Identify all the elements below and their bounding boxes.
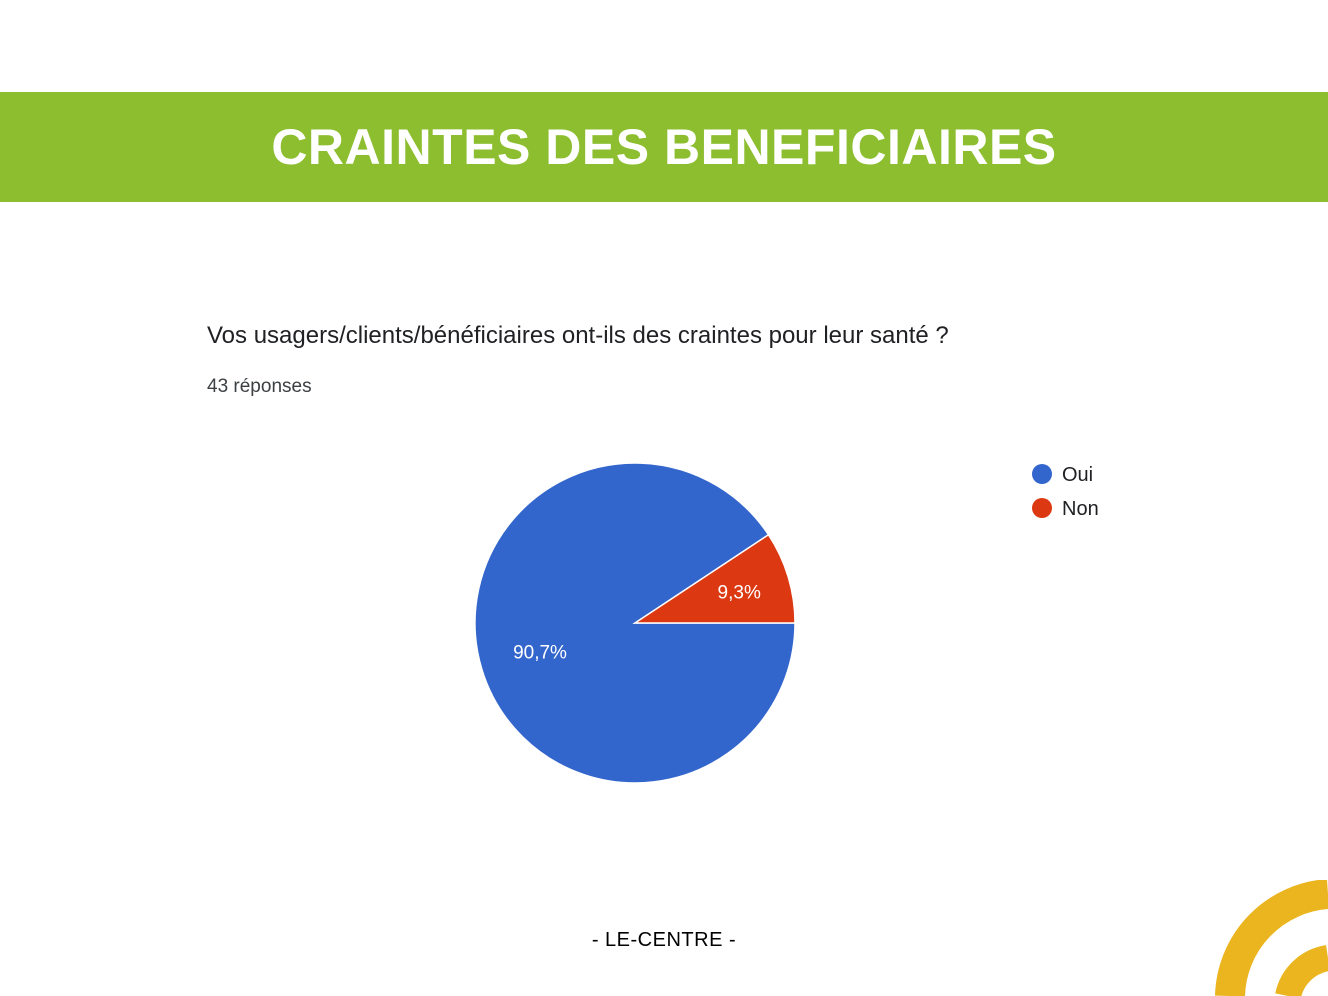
slice-label-oui: 90,7%: [513, 643, 567, 664]
logo-inner-arc: [1275, 945, 1328, 996]
header-band: CRAINTES DES BENEFICIAIRES: [0, 92, 1328, 202]
page-title: CRAINTES DES BENEFICIAIRES: [271, 119, 1057, 175]
legend-label-oui: Oui: [1062, 464, 1093, 486]
pie-slice-non: [632, 533, 796, 624]
pie-slices: [474, 462, 796, 784]
chart-question: Vos usagers/clients/bénéficiaires ont-il…: [207, 322, 949, 349]
footer-text: - LE-CENTRE -: [591, 929, 737, 951]
slice-label-non: 9,3%: [718, 583, 761, 604]
legend-swatch-oui: [1032, 464, 1052, 484]
legend-label-non: Non: [1062, 498, 1099, 520]
logo-outer-arc: [1215, 880, 1328, 996]
response-count: 43 réponses: [207, 376, 312, 397]
pie-slice-labels: 90,7% 9,3%: [513, 583, 761, 664]
legend-swatch-non: [1032, 498, 1052, 518]
chart-legend: Oui Non: [1032, 464, 1099, 520]
corner-logo-arcs: [1215, 880, 1328, 996]
